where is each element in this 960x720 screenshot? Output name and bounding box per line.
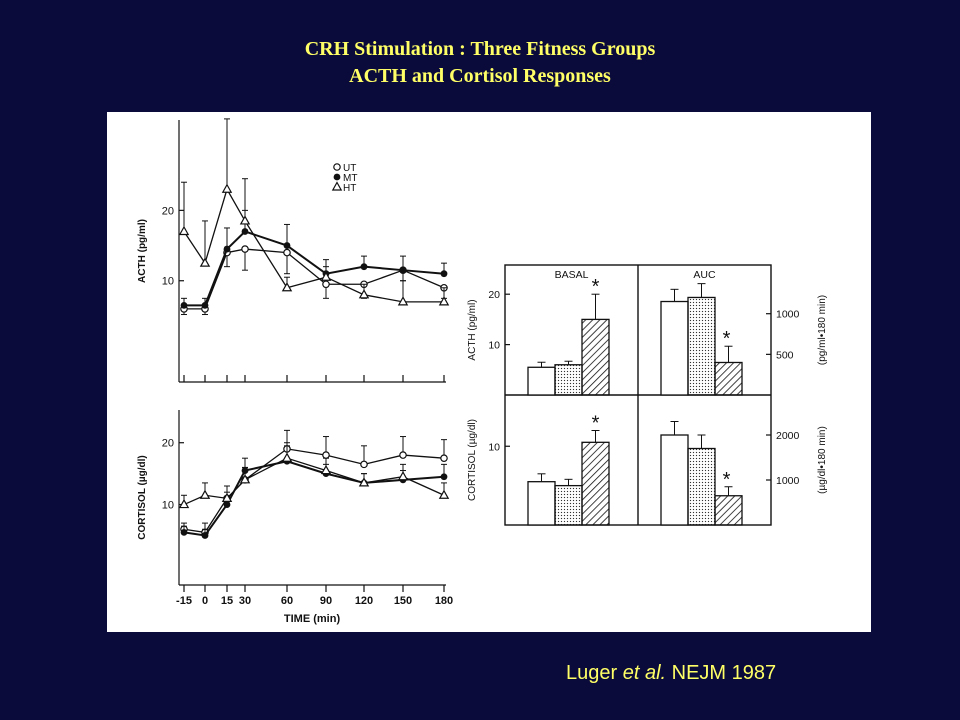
x-tick-label: 60 <box>281 595 293 607</box>
bar <box>527 366 556 396</box>
legend-label: MT <box>343 173 357 184</box>
y-tick-label: 10 <box>162 500 174 512</box>
data-point <box>178 498 190 509</box>
y-axis-label: (pg/ml•180 min) <box>817 295 828 365</box>
data-point <box>180 301 188 309</box>
x-tick-label: 90 <box>320 595 332 607</box>
bar <box>527 481 556 526</box>
legend-marker <box>333 173 341 181</box>
legend-marker <box>331 181 343 191</box>
data-point <box>283 248 291 257</box>
significance-marker: * <box>723 328 731 350</box>
data-point <box>223 245 231 253</box>
data-point <box>221 183 233 193</box>
y-tick-label: 10 <box>488 441 500 453</box>
data-point <box>241 245 249 253</box>
data-point <box>358 289 370 299</box>
bar <box>714 361 743 396</box>
data-point <box>320 271 332 281</box>
x-tick-label: -15 <box>176 595 192 607</box>
data-point <box>358 477 370 487</box>
data-point <box>201 532 209 539</box>
x-tick-label: 30 <box>239 595 251 607</box>
data-point <box>281 452 293 462</box>
data-point <box>399 451 407 459</box>
data-point <box>397 470 409 481</box>
data-point <box>440 473 448 481</box>
citation-authors: Luger <box>566 662 623 684</box>
data-point <box>199 257 211 267</box>
bar <box>687 447 716 526</box>
data-point <box>199 489 211 499</box>
bar <box>581 441 610 526</box>
significance-marker: * <box>723 469 731 491</box>
bar <box>660 434 689 526</box>
bar <box>581 318 610 396</box>
slide-title-line1: CRH Stimulation : Three Fitness Groups <box>304 38 656 60</box>
citation-etal: et al. <box>622 662 667 684</box>
data-point <box>241 228 249 235</box>
data-point <box>221 492 233 502</box>
bar <box>714 495 743 526</box>
significance-marker: * <box>592 276 600 298</box>
x-tick-label: 180 <box>435 595 453 607</box>
data-point <box>440 270 448 278</box>
y-axis-label: CORTISOL (µg/dl) <box>137 455 148 539</box>
bar-panel-title: AUC <box>693 269 716 281</box>
data-point <box>438 489 450 499</box>
y-tick-label: 1000 <box>776 475 800 487</box>
significance-marker: * <box>592 413 600 435</box>
data-point <box>281 282 293 292</box>
data-point <box>201 301 209 309</box>
series-line <box>183 448 445 534</box>
citation-journal: NEJM 1987 <box>666 662 777 684</box>
y-tick-label: 2000 <box>776 430 800 442</box>
x-tick-label: 15 <box>221 595 233 607</box>
legend-marker <box>333 163 341 171</box>
y-axis-label: ACTH (pg/ml) <box>467 299 478 360</box>
data-point <box>223 501 231 508</box>
y-tick-label: 500 <box>776 349 794 361</box>
y-tick-label: 1000 <box>776 309 800 321</box>
x-tick-label: 0 <box>202 595 208 607</box>
y-tick-label: 10 <box>162 276 174 288</box>
y-axis-label: (µg/dl•180 min) <box>817 426 828 494</box>
data-point <box>360 263 368 271</box>
y-tick-label: 20 <box>162 205 174 217</box>
bar <box>554 484 583 526</box>
slide-title-line2: ACTH and Cortisol Responses <box>349 65 611 87</box>
y-tick-label: 20 <box>488 289 500 301</box>
x-tick-label: 150 <box>394 595 412 607</box>
x-tick-label: 120 <box>355 595 373 607</box>
data-point <box>239 215 251 225</box>
bar <box>660 300 689 396</box>
citation: Luger et al. NEJM 1987 <box>566 662 776 685</box>
data-point <box>440 454 448 462</box>
legend-label: UT <box>343 163 356 174</box>
data-point <box>180 528 188 536</box>
data-point <box>178 225 190 236</box>
data-point <box>399 266 407 274</box>
y-axis-label: ACTH (pg/ml) <box>137 219 148 283</box>
y-tick-label: 20 <box>162 438 174 450</box>
data-point <box>397 296 409 306</box>
data-point <box>283 242 291 249</box>
bar <box>554 364 583 396</box>
data-point <box>322 280 330 289</box>
data-point <box>438 296 450 306</box>
series-line <box>183 187 444 303</box>
data-point <box>360 460 368 469</box>
figure-svg: 10 20 ACTH (pg/ml) 10 20 CORTISOL (µg/dl) UTMT… <box>137 118 828 625</box>
bar-panel-title: BASAL <box>555 269 589 281</box>
figure-panel: 10 20 ACTH (pg/ml) 10 20 CORTISOL (µg/dl) UT MT… <box>107 112 871 632</box>
y-tick-label: 10 <box>488 340 500 352</box>
y-axis-label: CORTISOL (µg/dl) <box>467 419 478 501</box>
legend-label: HT <box>343 183 356 194</box>
x-axis-label: TIME (min) <box>284 613 341 625</box>
data-point <box>322 451 330 459</box>
data-point <box>320 464 332 475</box>
data-point <box>239 474 251 484</box>
bar <box>687 296 716 396</box>
